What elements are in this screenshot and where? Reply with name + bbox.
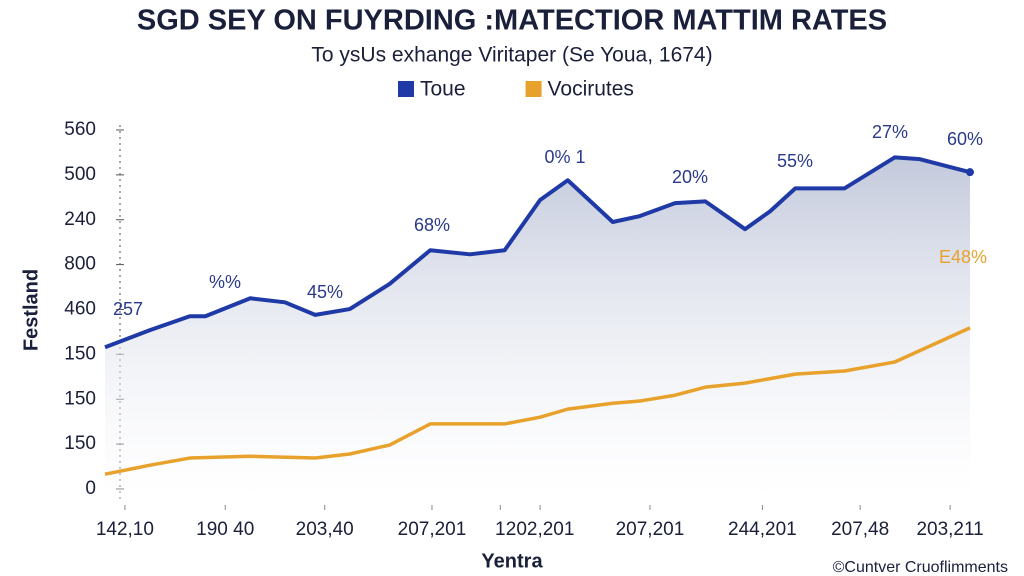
y-tick-label: 150: [64, 433, 96, 454]
area: [105, 157, 970, 499]
y-axis-label: Festland: [20, 269, 42, 351]
y-tick-label: 560: [64, 119, 96, 140]
annotation: E48%: [939, 247, 987, 267]
legend-swatch: [398, 81, 414, 97]
y-tick-label: 240: [64, 209, 96, 230]
legend-swatch: [525, 81, 542, 97]
line: [104, 155, 971, 350]
y-tick-label: 500: [64, 164, 96, 185]
line: [104, 326, 971, 476]
x-tick-label: 203,211: [916, 519, 983, 540]
annotation: 20%: [672, 167, 708, 187]
x-tick-label: 142,10: [96, 519, 154, 540]
x-axis-label: Yentra: [481, 550, 543, 572]
y-tick-label: 0: [85, 478, 96, 499]
y-tick-label: 150: [64, 343, 96, 364]
annotation: 257: [113, 299, 143, 319]
annotation: 45%: [307, 282, 343, 302]
end-point: [966, 168, 974, 177]
x-tick-label: 244,201: [728, 519, 797, 540]
annotation: 0% 1: [544, 147, 585, 167]
x-tick-label: 203,40: [296, 519, 354, 540]
annotation: 68%: [414, 215, 450, 235]
annotation: %%: [209, 272, 241, 292]
annotation: 60%: [947, 129, 983, 149]
y-tick-label: 150: [64, 388, 96, 409]
chart-subtitle: To ysUs exhange Viritaper (Se Youa, 1674…: [311, 44, 712, 67]
x-tick-label: 202,201: [506, 519, 575, 540]
annotation: 55%: [777, 151, 813, 171]
x-tick-label: 1: [495, 519, 506, 540]
credit: ©Cuntver Cruoflimments: [833, 559, 1008, 576]
y-tick-label: 800: [64, 254, 96, 275]
y-tick-label: 460: [64, 299, 96, 320]
legend-label: Vocirutes: [548, 78, 634, 101]
legend-label: Toue: [420, 78, 466, 101]
x-tick-label: 190 40: [196, 519, 254, 540]
annotation: 27%: [872, 122, 908, 142]
x-tick-label: 207,201: [616, 519, 685, 540]
x-tick-label: 207,48: [831, 519, 889, 540]
chart-title: SGD SEY ON FUYRDING :MATECTIOR MATTIM RA…: [137, 5, 887, 37]
x-tick-label: 207,201: [398, 519, 467, 540]
